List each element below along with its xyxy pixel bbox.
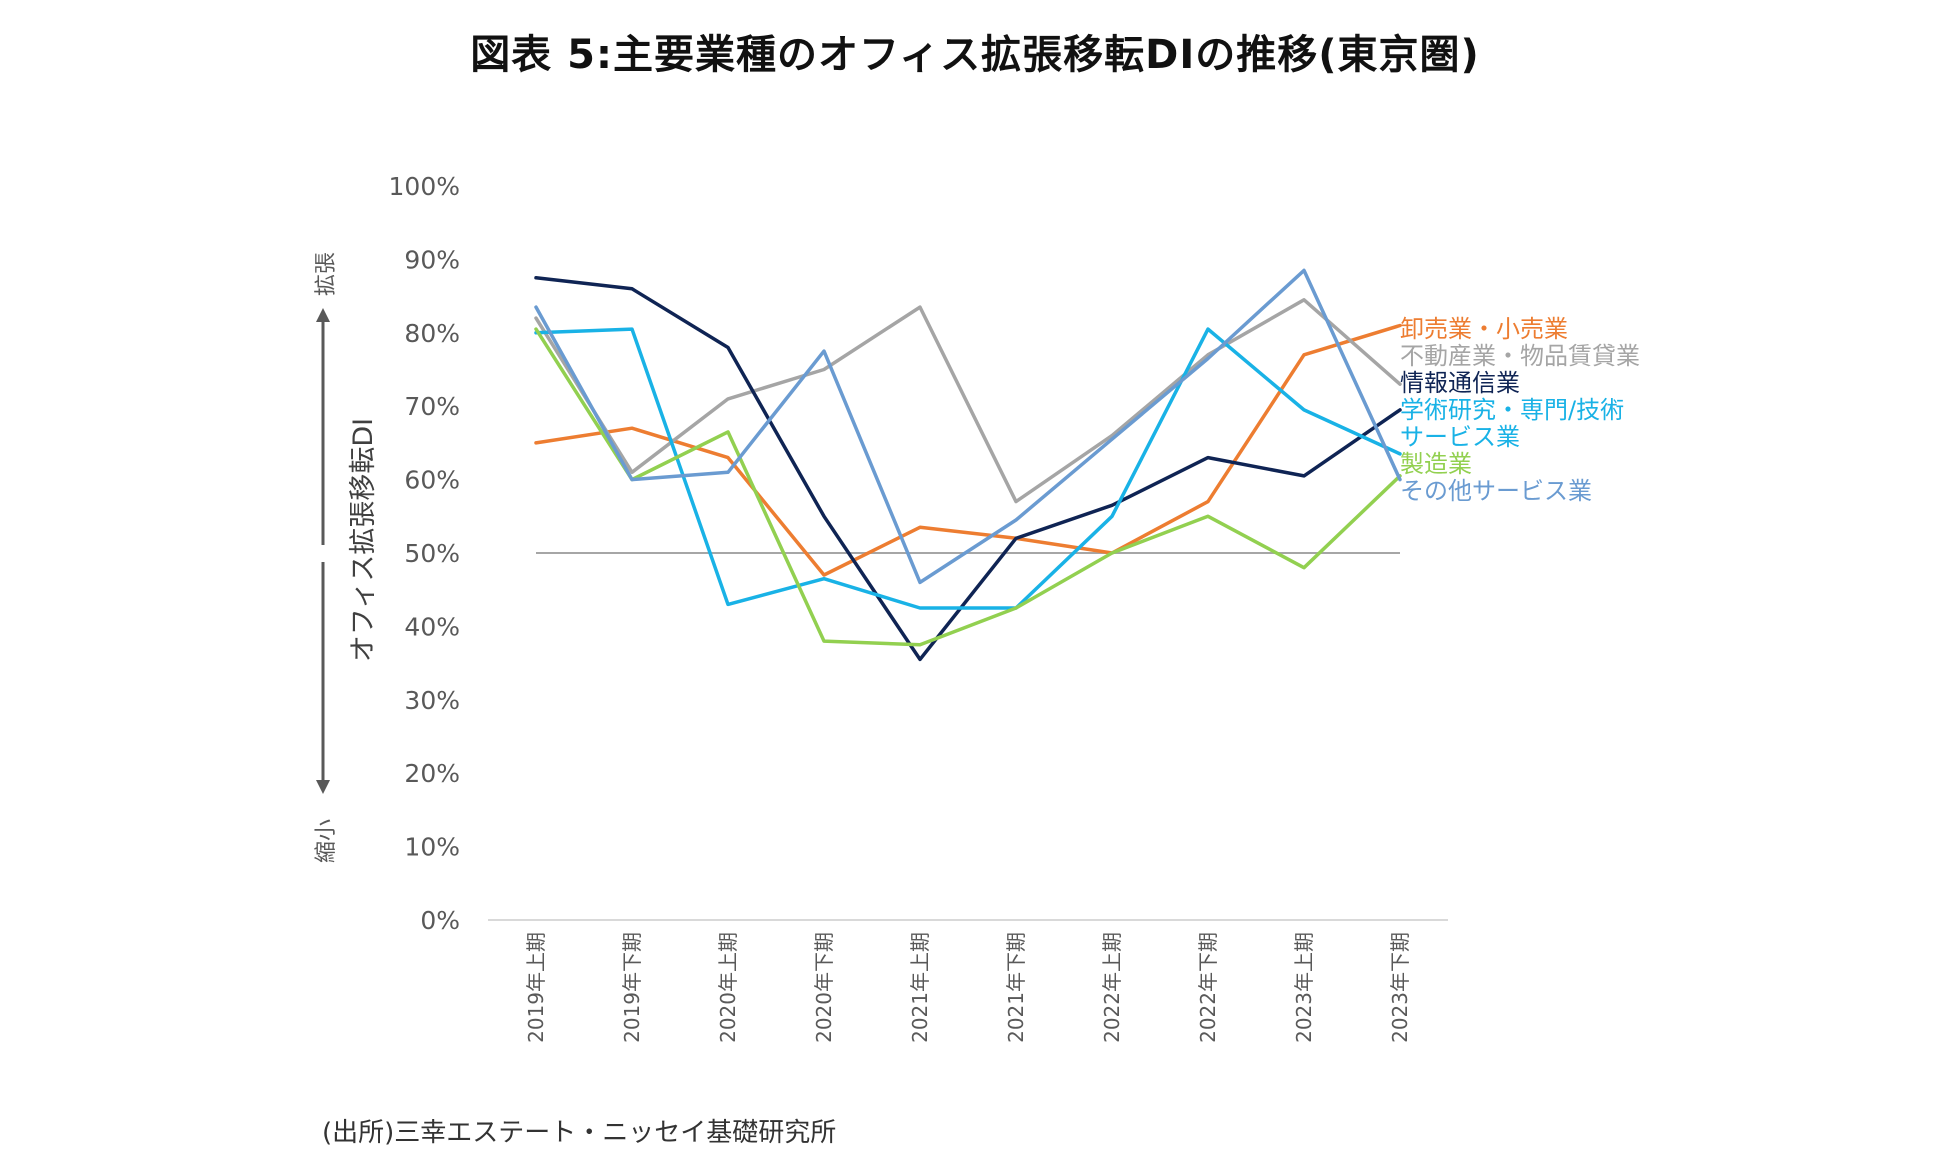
legend-entry-real_estate: 不動産業・物品賃貸業 (1400, 342, 1640, 370)
x-tick-label: 2020年下期 (812, 932, 836, 1043)
series-line-professional (534, 327, 1402, 610)
x-tick-label: 2022年上期 (1100, 932, 1124, 1043)
shrink-label: 縮小 (314, 819, 339, 863)
legend-entry-professional: 学術研究・専門/技術 (1400, 396, 1624, 424)
x-tick-label: 2021年上期 (908, 932, 932, 1043)
legend-entry-professional: サービス業 (1400, 423, 1520, 451)
direction-annotation: 拡張 縮小 オフィス拡張移転DI (314, 252, 379, 863)
legend-entry-ict: 情報通信業 (1400, 369, 1520, 397)
y-tick-label: 90% (404, 245, 460, 274)
y-tick-label: 50% (404, 539, 460, 568)
up-arrow-head (316, 308, 330, 322)
series-lines (534, 268, 1402, 662)
y-tick-label: 60% (404, 466, 460, 495)
x-tick-label: 2020年上期 (716, 932, 740, 1043)
series-line-manufacturing (534, 327, 1402, 647)
series-line-real_estate (534, 298, 1402, 504)
x-tick-label: 2019年下期 (620, 932, 644, 1043)
y-tick-label: 10% (404, 833, 460, 862)
x-tick-label: 2023年下期 (1388, 932, 1412, 1043)
chart-title: 図表 5:主要業種のオフィス拡張移転DIの推移(東京圏) (470, 32, 1480, 78)
y-tick-label: 20% (404, 759, 460, 788)
y-tick-label: 100% (389, 172, 460, 201)
x-tick-label: 2021年下期 (1004, 932, 1028, 1043)
y-tick-label: 40% (404, 612, 460, 641)
y-tick-label: 0% (420, 906, 460, 935)
series-line-other_services (534, 268, 1402, 585)
y-tick-label: 30% (404, 686, 460, 715)
source-note: (出所)三幸エステート・ニッセイ基礎研究所 (322, 1118, 837, 1148)
x-tick-label: 2019年上期 (524, 932, 548, 1043)
legend-entry-wholesale_retail: 卸売業・小売業 (1400, 315, 1568, 343)
x-tick-label: 2022年下期 (1196, 932, 1220, 1043)
y-axis-ticks: 0% 10% 20% 30% 40% 50% 60% 70% 80% 90% 100% (389, 172, 460, 935)
y-tick-label: 70% (404, 392, 460, 421)
series-line-wholesale_retail (534, 323, 1402, 577)
down-arrow-head (316, 780, 330, 794)
legend-entry-other_services: その他サービス業 (1400, 477, 1592, 505)
expand-label: 拡張 (314, 252, 339, 296)
x-axis-ticks: 2019年上期 2019年下期 2020年上期 2020年下期 2021年上期 2021年… (524, 932, 1412, 1043)
legend: 卸売業・小売業不動産業・物品賃貸業情報通信業学術研究・専門/技術サービス業製造業… (1400, 315, 1640, 505)
legend-entry-manufacturing: 製造業 (1400, 450, 1472, 478)
y-tick-label: 80% (404, 319, 460, 348)
x-tick-label: 2023年上期 (1292, 932, 1316, 1043)
series-line-ict (534, 276, 1402, 662)
y-axis-title: オフィス拡張移転DI (348, 418, 379, 662)
